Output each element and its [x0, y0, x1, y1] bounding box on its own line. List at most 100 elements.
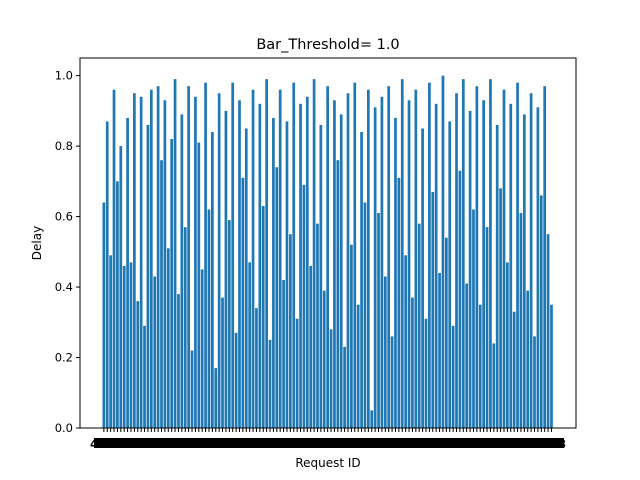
x-tick-label-last: 58	[550, 437, 566, 451]
bar	[200, 269, 204, 428]
bar	[431, 191, 435, 428]
bar	[241, 177, 245, 428]
bar	[251, 89, 255, 429]
bar	[516, 82, 519, 429]
bar	[278, 89, 282, 429]
bar	[211, 132, 214, 428]
bar	[492, 343, 496, 428]
bar	[394, 117, 397, 429]
y-axis-label: Delay	[30, 226, 44, 260]
bar	[434, 103, 438, 428]
bar	[353, 82, 357, 429]
bar	[360, 132, 363, 428]
bar	[305, 96, 309, 428]
bar	[183, 227, 187, 428]
bar	[339, 114, 343, 428]
bar	[227, 220, 231, 428]
bar	[166, 248, 170, 428]
bar	[512, 311, 516, 428]
bars-group	[102, 75, 553, 429]
bar	[295, 318, 299, 428]
bar	[153, 276, 157, 428]
bar	[299, 103, 302, 428]
bar	[499, 188, 502, 428]
bar	[438, 272, 441, 428]
bar	[533, 336, 536, 428]
bar	[489, 79, 492, 428]
bar	[370, 410, 374, 428]
bar	[261, 206, 265, 428]
bar	[502, 89, 506, 429]
bar	[444, 237, 448, 428]
bar	[187, 86, 190, 428]
bar	[417, 223, 421, 428]
bar	[156, 86, 160, 428]
bar	[268, 339, 272, 428]
bar	[146, 124, 150, 428]
bar	[519, 213, 523, 428]
x-axis-ticks: 48 58	[90, 428, 566, 451]
bar	[190, 350, 194, 428]
bar	[333, 100, 336, 428]
bar	[428, 82, 431, 429]
bar	[224, 110, 228, 429]
bar	[102, 202, 106, 428]
bar	[309, 265, 313, 428]
bar	[451, 325, 455, 428]
bar	[265, 79, 268, 428]
y-tick-label: 0.8	[55, 139, 73, 153]
bar	[248, 262, 252, 428]
bar	[390, 336, 394, 428]
x-axis-label: Request ID	[295, 456, 360, 470]
bar	[550, 304, 553, 428]
bar	[441, 75, 445, 429]
bar	[214, 368, 218, 428]
bar	[272, 117, 275, 429]
y-axis-ticks: 0.0 0.2 0.4 0.6 0.8 1.0	[55, 69, 80, 435]
bar	[139, 96, 143, 428]
bar	[380, 96, 384, 428]
bar	[234, 332, 238, 428]
bar	[543, 86, 547, 428]
bar	[400, 79, 404, 428]
bar	[506, 262, 509, 428]
bar	[343, 346, 346, 428]
bar	[356, 304, 360, 428]
y-tick-label: 0.0	[55, 421, 73, 435]
bar	[455, 93, 458, 429]
bar	[495, 124, 499, 428]
bar	[475, 86, 479, 428]
bar	[116, 181, 119, 428]
bar	[509, 103, 513, 428]
bar	[478, 304, 482, 428]
bar	[207, 209, 211, 428]
bar	[258, 103, 262, 428]
chart-title: Bar_Threshold= 1.0	[256, 37, 399, 53]
bar	[255, 308, 258, 428]
bar	[109, 255, 112, 428]
bar	[346, 93, 350, 429]
bar	[326, 86, 330, 428]
bar	[363, 202, 367, 428]
bar	[180, 114, 184, 428]
bar	[285, 121, 289, 429]
bar	[448, 121, 452, 429]
bar	[529, 93, 533, 429]
bar	[468, 110, 472, 429]
bar	[465, 283, 469, 428]
bar	[289, 234, 292, 428]
bar	[377, 213, 380, 428]
bar	[170, 139, 174, 429]
bar	[126, 117, 129, 429]
bar	[411, 297, 414, 428]
bar	[129, 262, 133, 428]
bar	[383, 276, 387, 428]
bar	[302, 184, 306, 428]
y-tick-label: 0.6	[55, 210, 73, 224]
bar	[204, 82, 207, 429]
bar	[197, 142, 201, 428]
bar	[112, 89, 116, 429]
bar	[526, 290, 530, 428]
bar	[143, 325, 146, 428]
